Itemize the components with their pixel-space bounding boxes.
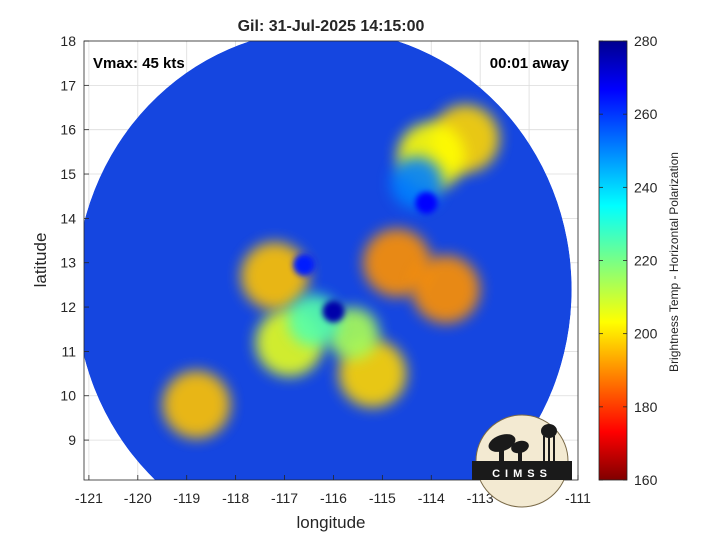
feature-point <box>293 253 316 276</box>
cimss-logo: CIMSS <box>472 414 572 508</box>
x-tick-label: -116 <box>320 490 347 506</box>
x-tick-label: -111 <box>565 490 591 506</box>
logo-wordmark: CIMSS <box>492 468 552 480</box>
colorbar-tick-label: 280 <box>634 33 658 49</box>
colorbar-tick-label: 200 <box>634 326 658 342</box>
x-tick-label: -118 <box>222 490 249 506</box>
y-axis-ticks: 9 10 11 12 13 14 15 16 17 18 <box>60 33 89 448</box>
axes-frame <box>83 40 579 481</box>
colorbar-label: Brightness Temp - Horizontal Polarizatio… <box>667 152 681 372</box>
feature-point <box>415 191 438 214</box>
brightness-temp-swath <box>84 41 572 480</box>
feature-point <box>240 242 309 311</box>
x-tick-label: -114 <box>418 490 445 506</box>
colorbar: 160 180 200 220 240 260 280 Brightness Temp - … <box>598 33 681 488</box>
x-tick-label: -117 <box>271 490 298 506</box>
colorbar-tick-label: 160 <box>634 472 658 488</box>
colorbar-gradient <box>598 40 628 481</box>
x-tick-label: -119 <box>173 490 200 506</box>
feature-point <box>411 255 480 324</box>
colorbar-tick-label: 240 <box>634 179 658 195</box>
vmax-annotation: Vmax: 45 kts <box>93 55 185 72</box>
x-tick-label: -120 <box>124 490 152 506</box>
x-axis-label: longitude <box>296 513 365 532</box>
feature-point <box>327 307 380 360</box>
colorbar-tick-label: 220 <box>634 253 658 269</box>
x-tick-label: -115 <box>369 490 396 506</box>
feature-point <box>322 300 345 323</box>
y-tick-label: 12 <box>60 299 76 315</box>
y-tick-label: 10 <box>60 388 76 404</box>
chart-title: Gil: 31-Jul-2025 14:15:00 <box>238 18 425 35</box>
x-tick-label: -113 <box>467 490 494 506</box>
y-tick-label: 14 <box>60 210 76 226</box>
y-tick-label: 11 <box>61 343 76 359</box>
y-tick-label: 16 <box>60 122 76 138</box>
colorbar-tick-label: 260 <box>634 106 658 122</box>
convection-features <box>162 104 500 439</box>
y-axis-label: latitude <box>31 233 50 288</box>
x-tick-label: -121 <box>75 490 103 506</box>
y-tick-label: 15 <box>60 166 76 182</box>
feature-point <box>162 370 231 439</box>
y-tick-label: 13 <box>60 255 76 271</box>
colorbar-ticks: 160 180 200 220 240 260 280 <box>599 33 658 488</box>
time-away-annotation: 00:01 away <box>490 55 570 72</box>
colorbar-tick-label: 180 <box>634 399 658 415</box>
y-tick-label: 18 <box>60 33 76 49</box>
y-tick-label: 9 <box>68 432 76 448</box>
y-tick-label: 17 <box>60 77 76 93</box>
